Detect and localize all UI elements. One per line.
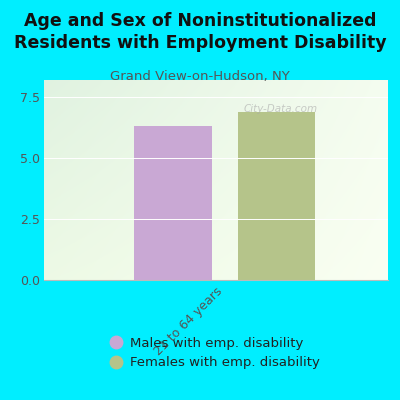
Bar [134,126,212,280]
Bar [238,112,315,280]
Legend: Males with emp. disability, Females with emp. disability: Males with emp. disability, Females with… [112,337,320,370]
Text: Grand View-on-Hudson, NY: Grand View-on-Hudson, NY [110,70,290,83]
Text: Age and Sex of Noninstitutionalized
Residents with Employment Disability: Age and Sex of Noninstitutionalized Resi… [14,12,386,52]
Text: City-Data.com: City-Data.com [244,104,318,114]
